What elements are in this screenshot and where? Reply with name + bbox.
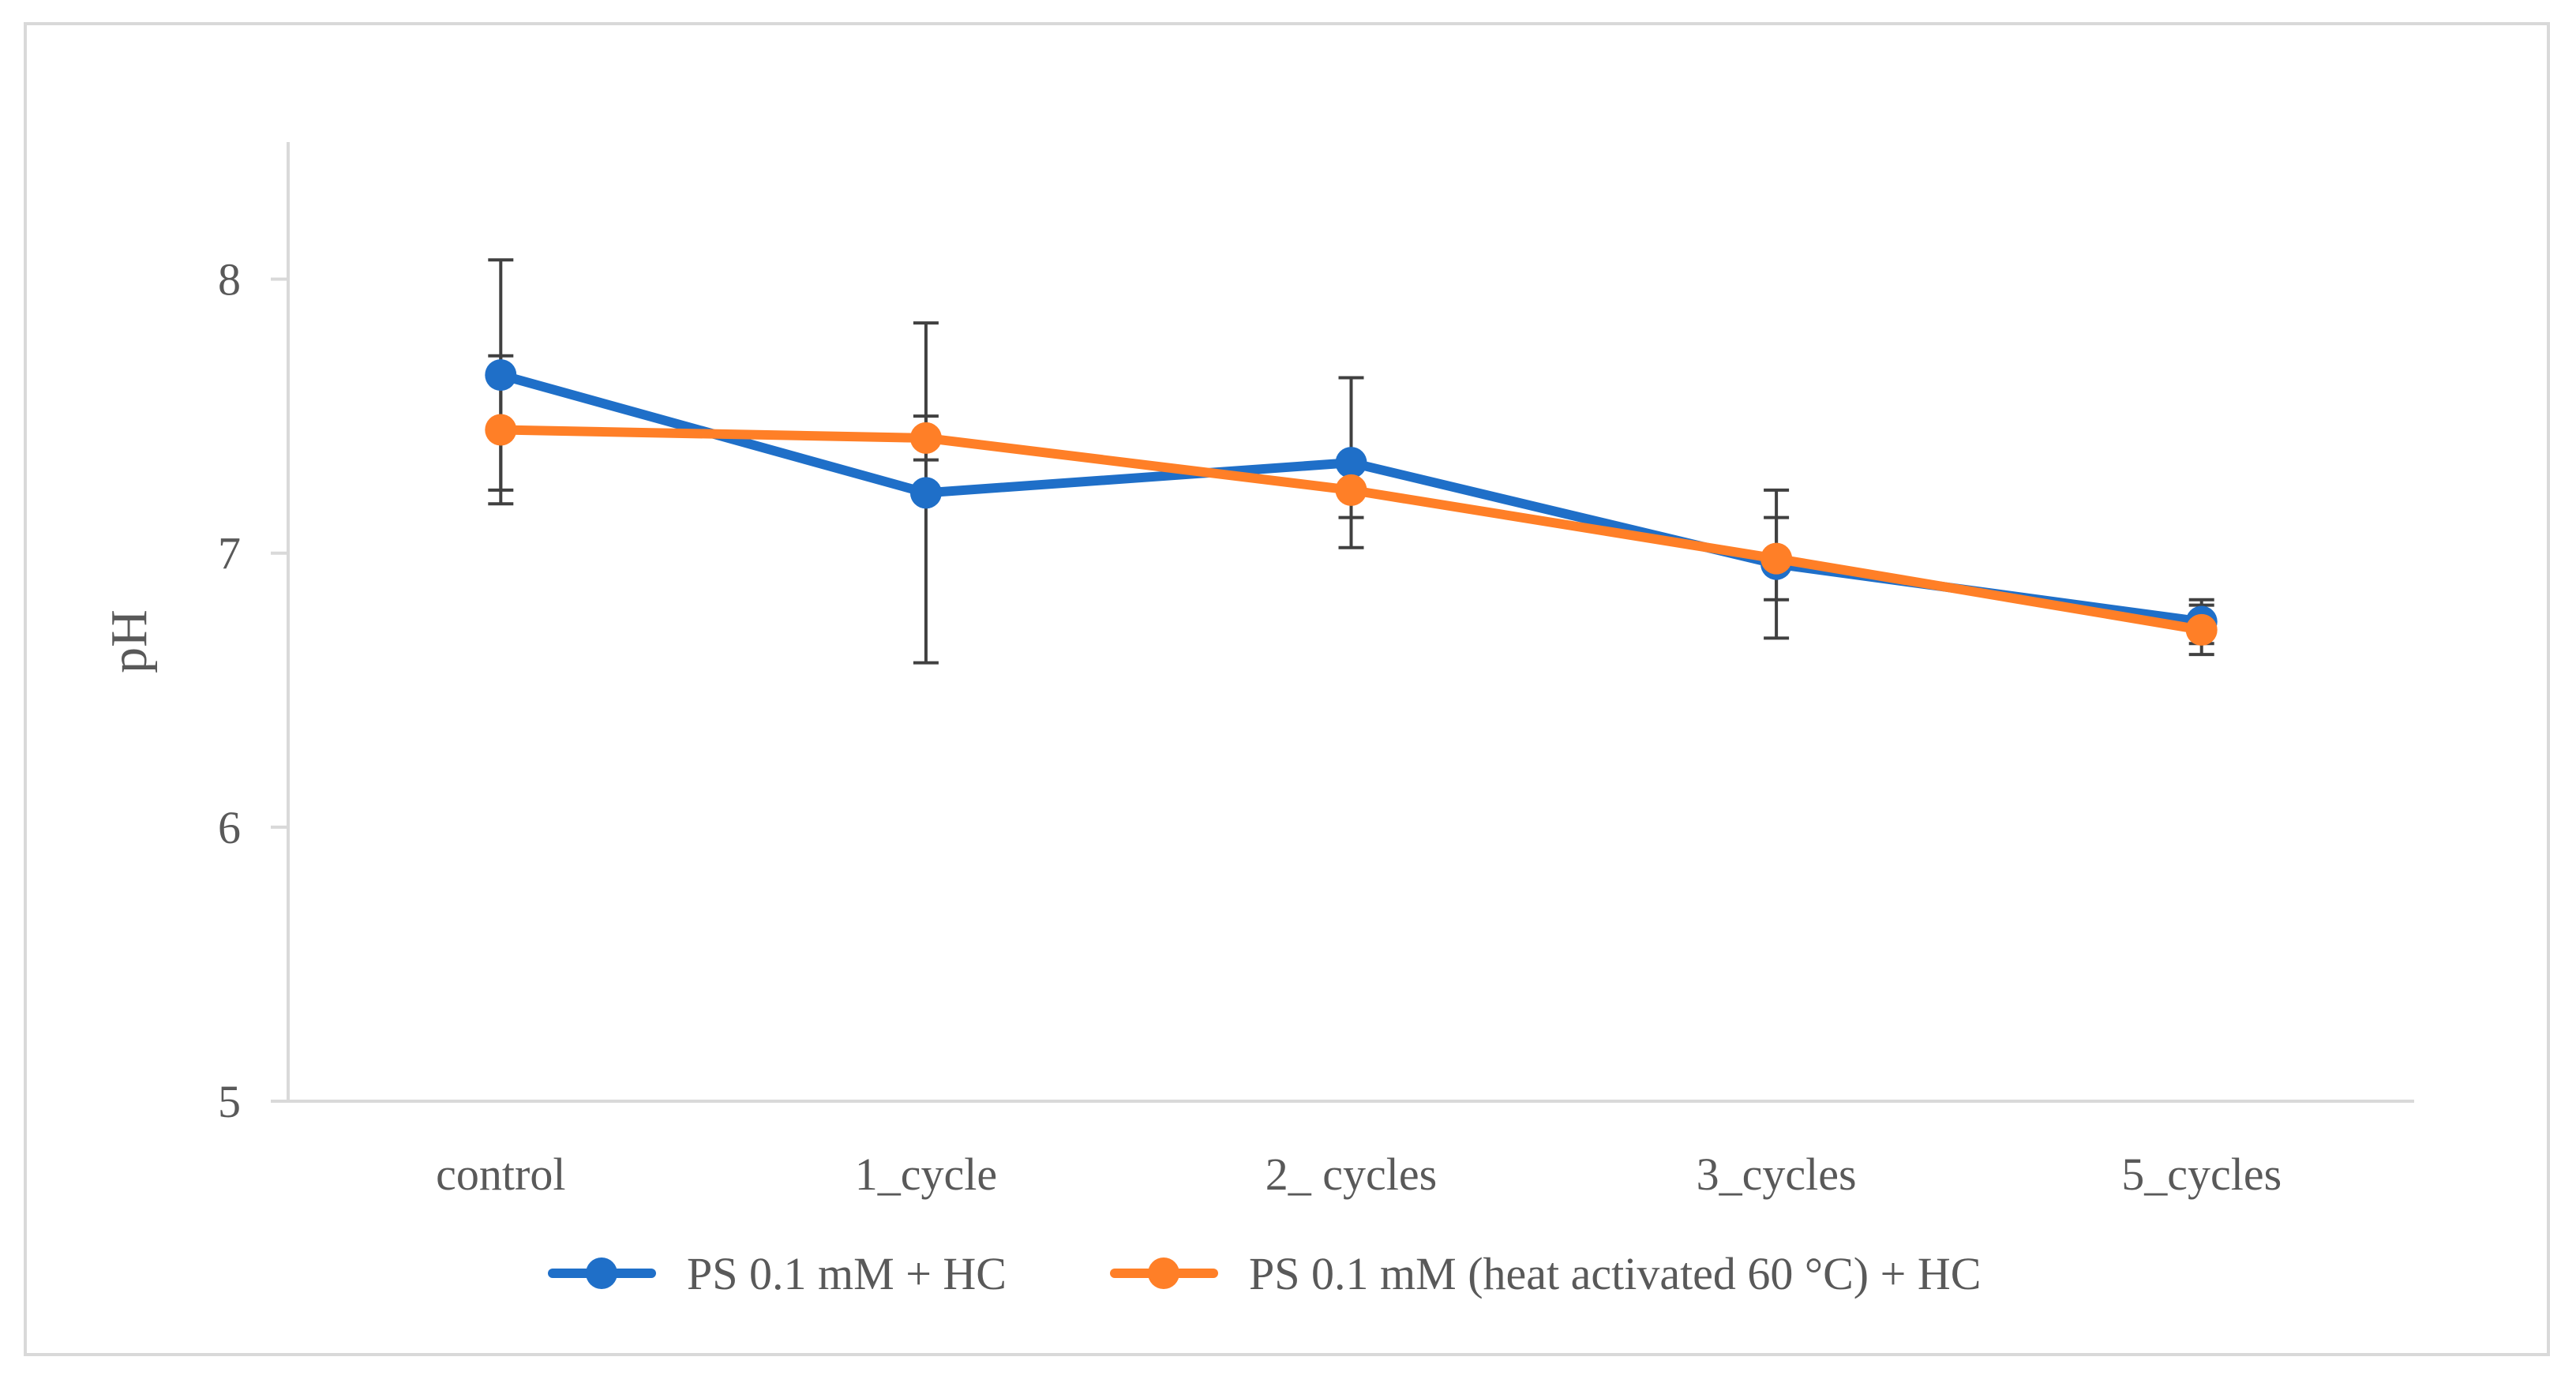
data-point (1760, 542, 1793, 575)
x-tick-label: 1_cycle (855, 1149, 997, 1200)
y-tick-label: 5 (218, 1076, 241, 1127)
x-tick-label: 5_cycles (2121, 1149, 2282, 1200)
series-2 (485, 414, 2218, 646)
x-tick-label: 2_ cycles (1266, 1149, 1437, 1200)
data-point (485, 414, 517, 446)
legend-item-1: PS 0.1 mM + HC (548, 1248, 1007, 1299)
data-point (909, 477, 942, 509)
data-point (485, 359, 517, 392)
chart-frame (24, 22, 2550, 1356)
data-point (909, 422, 942, 454)
y-tick-label: 7 (218, 528, 241, 579)
legend-swatch-marker (586, 1257, 617, 1289)
series (485, 359, 2218, 646)
legend: PS 0.1 mM + HC PS 0.1 mM (heat activated … (548, 1248, 1981, 1299)
data-point (1335, 474, 1367, 506)
legend-swatch-marker (1148, 1257, 1179, 1289)
y-tick-label: 8 (218, 254, 241, 305)
legend-label: PS 0.1 mM (heat activated 60 °C) + HC (1249, 1248, 1981, 1299)
data-point (2185, 613, 2218, 646)
x-tick-label: 3_cycles (1697, 1149, 1857, 1200)
y-axis-title: pH (100, 609, 158, 673)
data-point (1335, 447, 1367, 479)
axes: 5 6 7 8 control 1_cycle 2_ cycles 3_cycles 5_cyc… (100, 142, 2414, 1200)
legend-label: PS 0.1 mM + HC (687, 1248, 1007, 1299)
y-tick-label: 6 (218, 802, 241, 853)
x-tick-label: control (436, 1149, 565, 1200)
legend-item-2: PS 0.1 mM (heat activated 60 °C) + HC (1110, 1248, 1981, 1299)
